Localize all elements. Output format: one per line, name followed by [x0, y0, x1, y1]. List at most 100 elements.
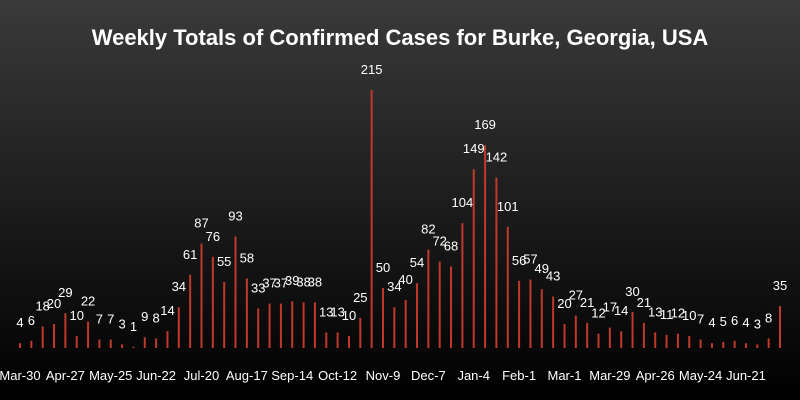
x-tick-label: Nov-9: [366, 368, 401, 383]
data-label: 72: [432, 234, 446, 249]
x-tick-label: Dec-7: [411, 368, 446, 383]
x-tick-label: Jun-21: [726, 368, 766, 383]
bar: [620, 331, 623, 348]
bar: [631, 312, 634, 348]
bar: [450, 266, 453, 348]
bar: [642, 322, 645, 348]
data-label: 20: [557, 296, 571, 311]
bar: [41, 326, 44, 348]
bar: [427, 249, 430, 348]
bar: [177, 307, 180, 348]
data-label: 10: [342, 308, 356, 323]
x-tick-label: May-24: [679, 368, 722, 383]
x-tick-label: Oct-12: [318, 368, 357, 383]
bar: [313, 302, 316, 348]
bar: [200, 243, 203, 348]
data-label: 14: [160, 303, 174, 318]
bar: [211, 256, 214, 348]
data-label: 37: [274, 276, 288, 291]
data-label: 4: [16, 315, 23, 330]
data-label: 142: [486, 150, 508, 165]
bar: [665, 334, 668, 348]
data-label: 38: [308, 274, 322, 289]
data-label: 6: [731, 313, 738, 328]
data-label: 4: [742, 315, 749, 330]
bar: [767, 338, 770, 348]
data-label: 3: [754, 316, 761, 331]
bar: [552, 296, 555, 348]
bar: [608, 327, 611, 348]
data-label: 104: [452, 195, 474, 210]
x-tick-label: Apr-27: [46, 368, 85, 383]
data-label: 37: [262, 276, 276, 291]
bar: [574, 315, 577, 348]
bar: [744, 343, 747, 348]
bar: [347, 336, 350, 348]
data-label: 21: [580, 295, 594, 310]
bar: [563, 324, 566, 348]
bar: [484, 145, 487, 348]
data-label: 76: [206, 229, 220, 244]
x-tick-label: Jun-22: [136, 368, 176, 383]
data-label: 40: [398, 272, 412, 287]
bar: [710, 343, 713, 348]
x-tick-label: Feb-1: [502, 368, 536, 383]
data-label: 10: [69, 308, 83, 323]
data-label: 3: [118, 316, 125, 331]
data-label: 34: [387, 279, 401, 294]
data-label: 87: [194, 216, 208, 231]
data-label: 8: [153, 310, 160, 325]
data-label: 82: [421, 222, 435, 237]
data-label: 12: [591, 306, 605, 321]
bar: [359, 318, 362, 348]
data-label: 93: [228, 208, 242, 223]
bar: [495, 177, 498, 348]
bar: [654, 332, 657, 348]
bar: [121, 344, 124, 348]
bar: [336, 332, 339, 348]
data-label: 54: [410, 255, 424, 270]
data-label: 68: [444, 238, 458, 253]
bar: [19, 343, 21, 348]
data-label: 18: [35, 298, 49, 313]
bar: [461, 223, 464, 348]
bar: [189, 274, 192, 348]
bar: [370, 90, 373, 348]
bar: [223, 282, 226, 348]
data-label: 33: [251, 280, 265, 295]
bar: [438, 261, 441, 348]
data-label: 10: [682, 308, 696, 323]
data-label: 12: [671, 306, 685, 321]
data-label: 30: [625, 284, 639, 299]
data-label: 7: [96, 312, 103, 327]
data-label: 58: [240, 250, 254, 265]
bar: [381, 288, 384, 348]
bar: [75, 336, 78, 348]
x-tick-label: Mar-29: [589, 368, 630, 383]
bar: [64, 313, 67, 348]
x-tick-label: Aug-17: [226, 368, 268, 383]
bar: [155, 338, 158, 348]
bar: [393, 307, 396, 348]
data-label: 5: [720, 314, 727, 329]
bar: [109, 339, 112, 348]
data-label: 25: [353, 290, 367, 305]
data-label: 9: [141, 309, 148, 324]
data-label: 20: [47, 296, 61, 311]
bar: [132, 346, 135, 348]
data-label: 22: [81, 294, 95, 309]
bar: [518, 280, 521, 348]
bar: [143, 337, 146, 348]
data-label: 169: [474, 117, 496, 132]
bar: [268, 303, 271, 348]
x-tick-label: Mar-30: [0, 368, 41, 383]
data-label: 1: [130, 319, 137, 334]
bar: [279, 303, 282, 348]
x-tick-label: Apr-26: [636, 368, 675, 383]
data-label: 49: [535, 261, 549, 276]
data-label: 13: [319, 304, 333, 319]
bar: [756, 344, 759, 348]
bar: [166, 331, 169, 348]
